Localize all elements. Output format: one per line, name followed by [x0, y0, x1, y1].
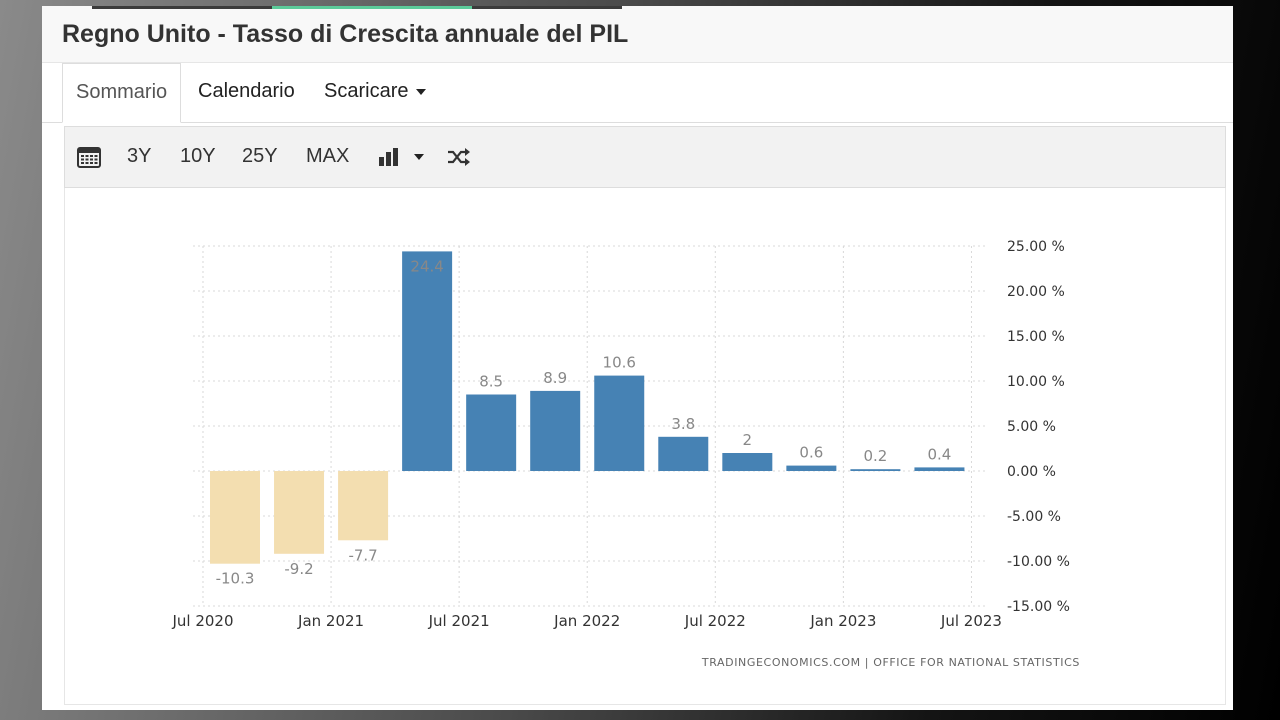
- x-tick-label: Jan 2022: [553, 612, 620, 630]
- x-tick-label: Jul 2021: [428, 612, 490, 630]
- caret-down-icon: [413, 153, 424, 160]
- caret-down-icon: [416, 88, 427, 95]
- data-label: 8.5: [479, 373, 503, 391]
- data-label: 0.4: [928, 445, 952, 463]
- tab-label: Scaricare: [324, 80, 409, 102]
- top-strip-accent: [272, 6, 472, 9]
- data-label: -9.2: [284, 560, 313, 578]
- shuffle-button[interactable]: [447, 127, 471, 187]
- page-header: Regno Unito - Tasso di Crescita annuale …: [42, 6, 1233, 63]
- y-tick-label: 20.00 %: [1007, 284, 1065, 300]
- bar: [658, 436, 709, 471]
- x-tick-label: Jan 2021: [297, 612, 364, 630]
- y-tick-label: 5.00 %: [1007, 419, 1056, 435]
- data-label: 24.4: [410, 257, 443, 275]
- bar: [786, 465, 837, 471]
- tab-calendario[interactable]: Calendario: [198, 63, 295, 122]
- y-tick-label: -10.00 %: [1007, 554, 1070, 570]
- bar: [210, 471, 260, 564]
- range-10y-button[interactable]: 10Y: [180, 145, 216, 167]
- range-25y-button[interactable]: 25Y: [242, 145, 278, 167]
- range-3y-button[interactable]: 3Y: [127, 145, 152, 167]
- bar: [850, 469, 901, 471]
- data-label: 8.9: [543, 369, 567, 387]
- bar: [530, 390, 581, 471]
- bar: [594, 375, 645, 471]
- y-tick-label: 0.00 %: [1007, 464, 1056, 480]
- bar-chart: 25.00 % 20.00 % 15.00 % 10.00 % 5.00 % 0.00 %…: [171, 239, 1080, 669]
- calendar-icon: [77, 145, 101, 168]
- bar: [466, 394, 517, 471]
- data-label: -7.7: [348, 546, 377, 564]
- tab-label: Calendario: [198, 80, 295, 102]
- main-panel: Regno Unito - Tasso di Crescita annuale …: [42, 6, 1233, 710]
- bar: [274, 471, 325, 554]
- chart-toolbar: 3Y 10Y 25Y MAX: [64, 126, 1226, 188]
- page-title: Regno Unito - Tasso di Crescita annuale …: [62, 20, 629, 48]
- source-label: TRADINGECONOMICS.COM | OFFICE FOR NATION…: [701, 656, 1080, 669]
- y-tick-label: -5.00 %: [1007, 509, 1061, 525]
- y-tick-label: 25.00 %: [1007, 239, 1065, 255]
- data-label: -10.3: [216, 570, 255, 588]
- bar: [338, 471, 389, 541]
- data-label: 3.8: [671, 415, 695, 433]
- grid-lines: [193, 245, 985, 607]
- shuffle-icon: [447, 145, 471, 167]
- tab-scaricare[interactable]: Scaricare: [324, 63, 427, 122]
- calendar-button[interactable]: [77, 127, 101, 187]
- bar: [402, 251, 453, 471]
- chart-area: 25.00 % 20.00 % 15.00 % 10.00 % 5.00 % 0.00 %…: [64, 188, 1226, 705]
- range-max-button[interactable]: MAX: [306, 145, 350, 167]
- bar: [914, 467, 965, 471]
- tab-label: Sommario: [76, 81, 168, 103]
- tab-bar: Sommario Calendario Scaricare: [42, 63, 1233, 123]
- data-label: 2: [743, 431, 753, 449]
- y-tick-label: 10.00 %: [1007, 374, 1065, 390]
- x-tick-label: Jan 2023: [809, 612, 876, 630]
- bar-chart-icon: [378, 145, 406, 167]
- data-label: 0.2: [863, 447, 887, 465]
- data-label: 0.6: [799, 444, 823, 462]
- x-tick-label: Jul 2023: [940, 612, 1002, 630]
- x-tick-label: Jul 2020: [171, 612, 233, 630]
- tab-sommario[interactable]: Sommario: [62, 63, 182, 123]
- bar: [722, 453, 773, 471]
- y-tick-label: -15.00 %: [1007, 599, 1070, 615]
- data-label: 10.6: [603, 354, 636, 372]
- y-tick-label: 15.00 %: [1007, 329, 1065, 345]
- x-tick-label: Jul 2022: [684, 612, 746, 630]
- chart-type-button[interactable]: [378, 127, 424, 187]
